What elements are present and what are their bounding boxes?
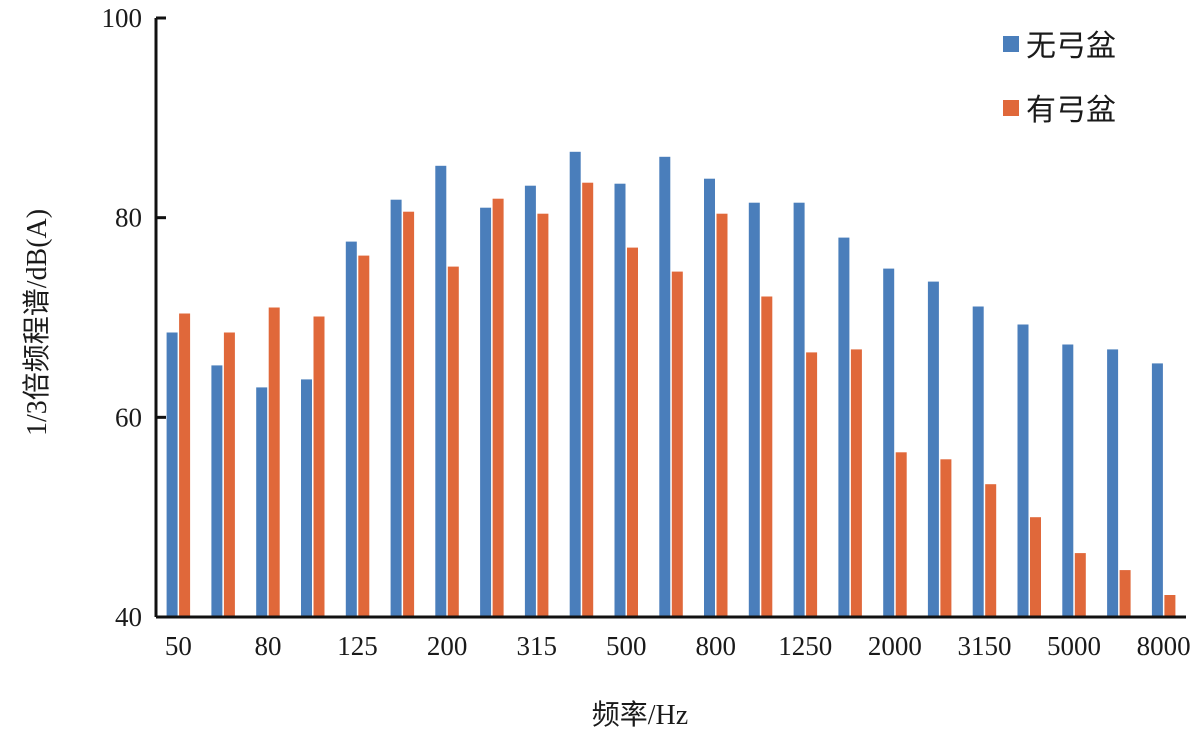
bar-series-1-1000 [748, 202, 760, 617]
bar-series-2-315 [537, 213, 549, 617]
legend-label: 无弓盆 [1026, 30, 1116, 63]
y-tick-label: 40 [115, 602, 142, 632]
bar-series-1-250 [480, 207, 492, 617]
bar-series-2-1600 [850, 349, 862, 617]
bar-series-1-315 [524, 185, 536, 617]
x-tick-label: 3150 [958, 631, 1012, 661]
bar-series-2-800 [716, 213, 728, 617]
bar-series-1-125 [345, 241, 357, 617]
bar-series-2-630 [671, 271, 683, 617]
y-axis-title: 1/3倍频程谱/dB(A) [21, 209, 53, 436]
bar-series-2-2500 [940, 459, 952, 617]
bar-series-1-800 [704, 178, 715, 617]
x-tick-label: 8000 [1137, 631, 1191, 661]
x-tick-label: 500 [606, 631, 647, 661]
x-tick-label: 200 [427, 631, 468, 661]
bar-series-2-80 [268, 307, 280, 617]
y-axis-ticks: 40 60 80 100 [102, 3, 166, 632]
bar-series-1-8000 [1151, 363, 1163, 617]
bar-series-2-200 [447, 266, 459, 617]
bar-series-2-63 [223, 332, 235, 617]
bar-series-2-100 [313, 316, 325, 617]
x-tick-label: 5000 [1047, 631, 1101, 661]
y-tick-label: 100 [102, 3, 143, 33]
bar-series-1-3150 [972, 306, 984, 617]
bar-series-1-5000 [1062, 344, 1074, 617]
bar-series-1-2000 [883, 268, 895, 617]
x-axis-title: 频率/Hz [592, 699, 688, 731]
bar-series-1-1600 [838, 237, 850, 617]
bar-series-1-50 [166, 332, 178, 617]
x-tick-label: 50 [165, 631, 192, 661]
bar-series-2-3150 [985, 484, 997, 617]
bar-series-2-50 [179, 313, 191, 617]
x-tick-label: 800 [696, 631, 737, 661]
bar-series-1-1250 [793, 202, 805, 617]
x-tick-label: 80 [255, 631, 282, 661]
bar-series-2-125 [358, 255, 370, 617]
bar-series-1-160 [390, 199, 402, 617]
y-tick-label: 60 [115, 402, 142, 432]
bar-series-1-200 [435, 165, 447, 618]
bar-series-2-1250 [806, 352, 818, 617]
legend-swatch [1003, 36, 1019, 52]
bar-series-2-160 [403, 211, 415, 617]
bar-series-2-4000 [1030, 517, 1041, 617]
legend-swatch [1003, 100, 1019, 116]
x-tick-label: 315 [516, 631, 557, 661]
x-tick-label: 125 [337, 631, 378, 661]
bar-series-2-400 [582, 182, 594, 617]
bar-series-1-630 [659, 156, 671, 618]
bar-series-1-80 [256, 387, 268, 617]
x-tick-label: 1250 [778, 631, 832, 661]
bar-series-1-100 [301, 379, 312, 617]
bar-series-1-400 [569, 151, 581, 618]
bar-series-2-500 [627, 247, 638, 617]
bar-series-1-63 [211, 365, 223, 617]
bar-series-2-6300 [1119, 570, 1131, 617]
x-tick-label: 2000 [868, 631, 922, 661]
x-axis-ticks: 50 80 125 200 315 500 800 1250 2000 3150 5000 8000 [165, 631, 1191, 661]
bar-series-2-250 [492, 198, 504, 617]
bars-layer [166, 151, 1176, 618]
legend-label: 有弓盆 [1026, 94, 1116, 127]
bar-series-1-6300 [1107, 349, 1119, 617]
bar-series-2-1000 [761, 296, 773, 617]
y-tick-label: 80 [115, 203, 142, 233]
bar-series-2-2000 [895, 452, 907, 617]
bar-series-1-4000 [1017, 324, 1029, 617]
bar-series-1-500 [614, 183, 626, 617]
bar-series-2-8000 [1164, 595, 1176, 617]
bar-series-2-5000 [1074, 553, 1086, 617]
bar-series-1-2500 [927, 281, 939, 617]
